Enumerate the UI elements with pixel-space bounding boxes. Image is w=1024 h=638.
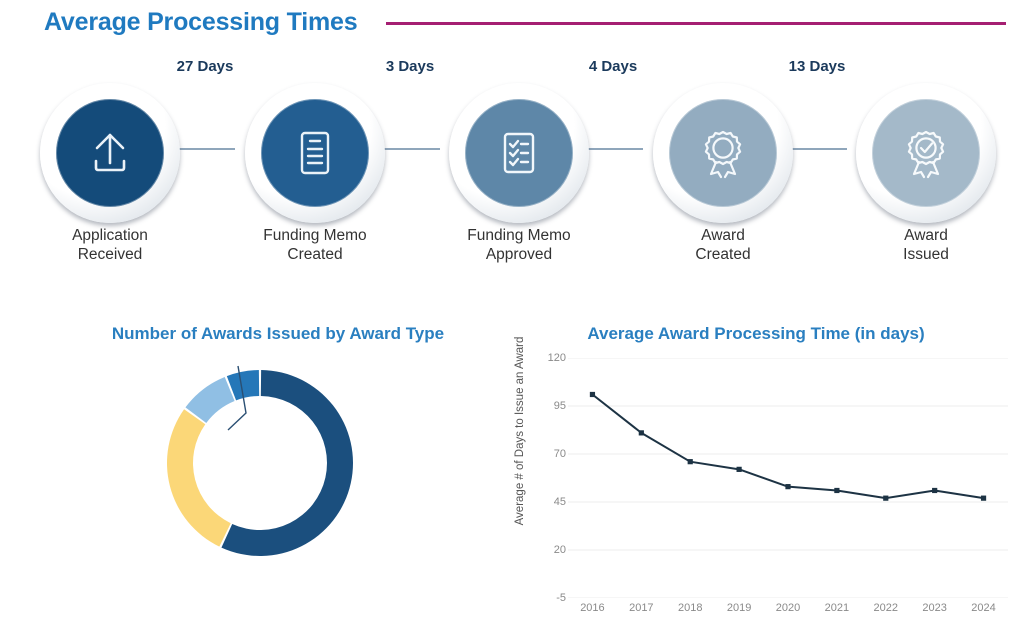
donut-chart-panel: Number of Awards Issued by Award Type 57… (40, 310, 480, 630)
connector-line-2 (380, 148, 440, 150)
y-axis-tick-label: 45 (553, 496, 566, 508)
data-point-marker[interactable] (736, 466, 742, 472)
donut-chart-title: Number of Awards Issued by Award Type (111, 324, 445, 343)
donut-slice[interactable] (221, 370, 353, 556)
step-label-2-line1: Funding Memo (263, 227, 367, 244)
y-axis-tick-label: 70 (553, 448, 566, 460)
step-circle-5 (856, 83, 996, 223)
data-point-marker[interactable] (589, 391, 596, 398)
data-point-marker[interactable] (834, 487, 840, 494)
step-label-5: Award Issued (826, 226, 1024, 264)
step-label-1-line2: Received (77, 246, 143, 263)
step-circle-fill-3 (465, 99, 573, 207)
donut-svg (167, 370, 353, 556)
y-axis-tick-label: 120 (547, 352, 566, 364)
data-point-marker[interactable] (785, 484, 791, 490)
title-divider (386, 22, 1006, 25)
gap-label-1: 27 Days (176, 58, 234, 75)
page-title: Average Processing Times (44, 8, 358, 36)
document-icon (288, 126, 342, 180)
step-label-1-line1: Application (72, 227, 148, 244)
step-label-4: Award Created (623, 226, 823, 264)
step-circle-fill-1 (56, 99, 164, 207)
gap-label-3: 4 Days (588, 58, 638, 75)
y-axis-tick-label: 20 (553, 544, 566, 556)
x-axis-tick-label: 2018 (677, 602, 703, 614)
step-label-4-line2: Created (695, 246, 751, 263)
gap-label-4: 13 Days (788, 58, 846, 75)
step-circle-fill-2 (261, 99, 369, 207)
step-label-5-line1: Award (904, 227, 948, 244)
step-label-3-line1: Funding Memo (467, 227, 571, 244)
line-chart-x-ticks: 2016 2017 2018 2019 2020 2021 2022 2023 2024 (568, 310, 1008, 620)
step-circle-fill-4 (669, 99, 777, 207)
data-point-marker[interactable] (980, 495, 987, 501)
line-chart-panel: Average Award Processing Time (in days) … (488, 310, 1024, 632)
x-axis-tick-label: 2024 (971, 602, 996, 614)
data-point-marker[interactable] (638, 430, 644, 436)
step-label-3-line2: Approved (485, 246, 553, 263)
step-label-2-line2: Created (287, 246, 343, 263)
step-label-3: Funding Memo Approved (419, 226, 619, 264)
x-axis-tick-label: 2023 (922, 602, 947, 614)
step-label-4-line1: Award (701, 227, 745, 244)
x-axis-tick-label: 2022 (873, 602, 898, 614)
donut-leader-line (227, 365, 247, 431)
award-check-icon (898, 125, 954, 181)
donut-slice[interactable] (226, 370, 260, 401)
y-axis-tick-label: -5 (556, 592, 566, 604)
gap-label-2: 3 Days (385, 58, 435, 75)
step-label-2: Funding Memo Created (215, 226, 415, 264)
data-point-marker[interactable] (883, 495, 889, 501)
donut-slice[interactable] (185, 376, 235, 423)
x-axis-tick-label: 2016 (580, 602, 605, 614)
donut-slice[interactable] (167, 409, 231, 547)
step-circle-4 (653, 83, 793, 223)
step-circle-1 (40, 83, 180, 223)
upload-icon (82, 125, 138, 181)
donut-chart (155, 358, 365, 568)
y-axis-tick-label: 95 (553, 400, 566, 412)
data-point-marker[interactable] (687, 459, 693, 465)
step-label-1: Application Received (10, 226, 210, 264)
line-chart-plot (568, 357, 1008, 599)
step-circle-2 (245, 83, 385, 223)
checklist-icon (492, 126, 546, 180)
connector-line-3 (583, 148, 643, 150)
line-chart-title: Average Award Processing Time (in days) (587, 324, 925, 343)
award-ribbon-icon (695, 125, 751, 181)
connector-line-1 (175, 148, 235, 150)
process-timeline: 27 Days 3 Days 4 Days 13 Days Applica (0, 58, 1024, 283)
step-circle-fill-5 (872, 99, 980, 207)
x-axis-tick-label: 2017 (629, 602, 654, 614)
connector-line-4 (787, 148, 847, 150)
x-axis-tick-label: 2020 (775, 602, 801, 614)
header: Average Processing Times (0, 0, 1024, 48)
step-circle-3 (449, 83, 589, 223)
line-chart-y-ticks (510, 358, 562, 598)
x-axis-tick-label: 2019 (726, 602, 752, 614)
x-axis-tick-label: 2021 (824, 602, 850, 614)
data-point-marker[interactable] (932, 487, 938, 494)
step-label-5-line2: Issued (903, 246, 949, 263)
